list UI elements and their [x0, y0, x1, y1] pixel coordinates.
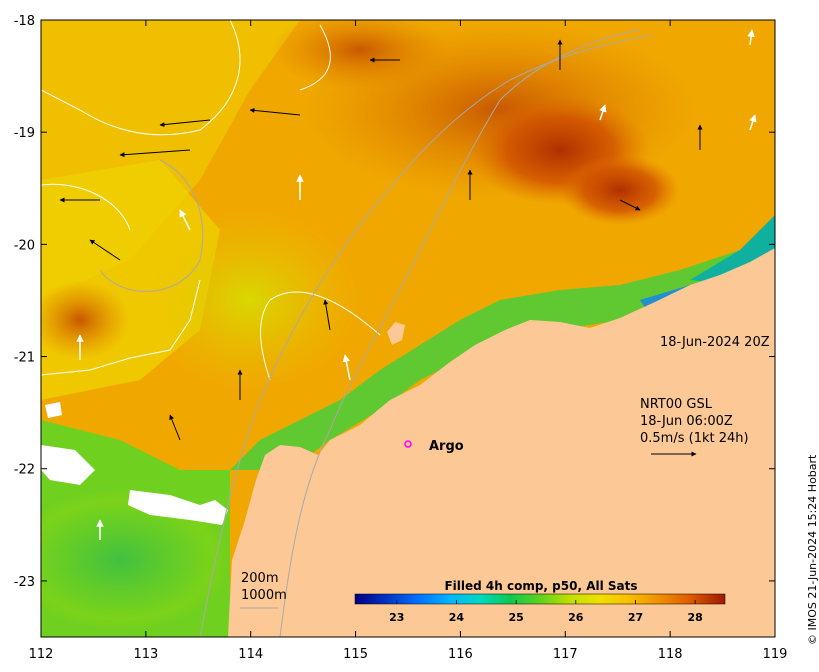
- copyright-label: © IMOS 21-Jun-2024 15:24 Hobart: [806, 454, 819, 645]
- current-source-label: NRT00 GSL: [640, 397, 712, 412]
- australian-landmass: [228, 248, 775, 637]
- colorbar-tick-label: 28: [688, 611, 703, 624]
- lat-tick-label: -18: [14, 14, 35, 29]
- lon-tick-label: 115: [343, 647, 368, 662]
- colorbar-tick-label: 23: [389, 611, 404, 624]
- colorbar-tick-label: 24: [449, 611, 465, 624]
- colorbar-title: Filled 4h comp, p50, All Sats: [444, 579, 637, 593]
- lon-tick-label: 112: [29, 647, 54, 662]
- isobath-200-label: 200m: [241, 571, 279, 586]
- lat-tick-label: -20: [14, 238, 35, 253]
- isobaths: [99, 29, 651, 637]
- lon-tick-label: 117: [553, 647, 578, 662]
- lat-tick-label: -22: [14, 463, 35, 478]
- current-scale-label: 0.5m/s (1kt 24h): [640, 431, 749, 446]
- lat-tick-label: -19: [14, 126, 35, 141]
- lon-tick-label: 118: [658, 647, 683, 662]
- argo-float-marker[interactable]: [404, 440, 412, 448]
- lon-tick-label: 116: [448, 647, 473, 662]
- latitude-axis: -18 -19 -20 -21 -22 -23: [14, 14, 775, 590]
- lat-tick-label: -23: [14, 575, 35, 590]
- sst-contours: [41, 20, 381, 381]
- colorbar-tick-label: 26: [568, 611, 584, 624]
- colorbar-tick-label: 27: [628, 611, 643, 624]
- colorbar: [354, 593, 726, 605]
- map-frame: [40, 19, 776, 638]
- current-time-label: 18-Jun 06:00Z: [640, 414, 733, 429]
- longitude-axis: 112 113 114 115 116 117 118 119: [29, 20, 788, 662]
- lon-tick-label: 113: [133, 647, 158, 662]
- lon-tick-label: 114: [238, 647, 263, 662]
- isobath-1000-label: 1000m: [241, 588, 287, 603]
- current-vectors: [59, 29, 757, 540]
- sst-field: [41, 20, 775, 637]
- colorbar-ticks: 23 24 25 26 27 28: [389, 600, 703, 624]
- colorbar-tick-label: 25: [508, 611, 523, 624]
- argo-label: Argo: [429, 439, 464, 454]
- lon-tick-label: 119: [763, 647, 788, 662]
- lat-tick-label: -21: [14, 351, 35, 366]
- timestamp-label: 18-Jun-2024 20Z: [660, 335, 770, 350]
